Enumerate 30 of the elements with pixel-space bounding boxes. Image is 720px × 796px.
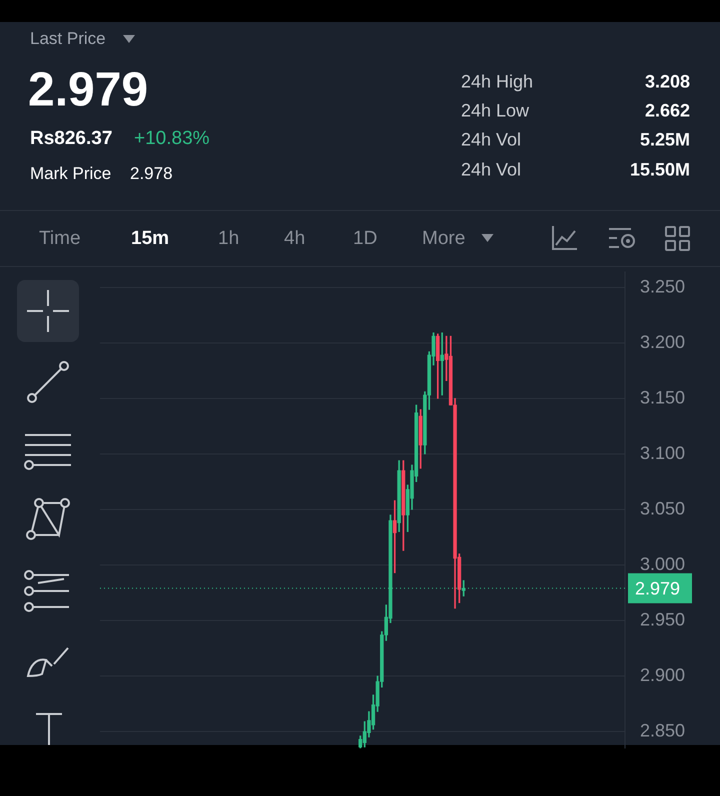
text: 2.978 — [130, 164, 173, 184]
y-tick-label: 2.850 — [640, 720, 686, 741]
text: 24h High — [461, 72, 534, 92]
text: 24h Low — [461, 100, 530, 122]
text: 5.25M — [640, 130, 690, 150]
text: 15m — [131, 228, 170, 250]
y-tick-label: 2.900 — [640, 664, 686, 685]
y-tick-label: 3.150 — [640, 387, 686, 408]
text: 4h — [284, 228, 306, 250]
text: 1D — [353, 228, 378, 250]
text: 15.50M — [630, 160, 690, 180]
text: 24h Vol — [461, 130, 522, 150]
y-tick-label: 3.050 — [640, 498, 686, 518]
text: More — [422, 228, 466, 250]
text: 24h Vol — [461, 160, 522, 180]
y-tick-label: 3.200 — [640, 332, 686, 352]
y-tick-label: 3.100 — [640, 442, 686, 463]
text: Rs826.37 — [30, 128, 112, 150]
text: Mark Price — [30, 164, 112, 184]
text: 2.662 — [644, 100, 690, 122]
ref-line-label: 2.979 — [635, 578, 680, 598]
text: 3.208 — [644, 72, 690, 92]
y-tick-label: 3.000 — [640, 554, 686, 574]
text: +10.83% — [134, 128, 210, 150]
text: 1h — [218, 228, 240, 250]
text: Time — [39, 228, 81, 250]
y-tick-label: 2.950 — [640, 609, 686, 630]
text: Last Price — [30, 29, 106, 49]
y-tick-label: 3.250 — [640, 276, 686, 296]
text: 2.979 — [28, 62, 148, 118]
